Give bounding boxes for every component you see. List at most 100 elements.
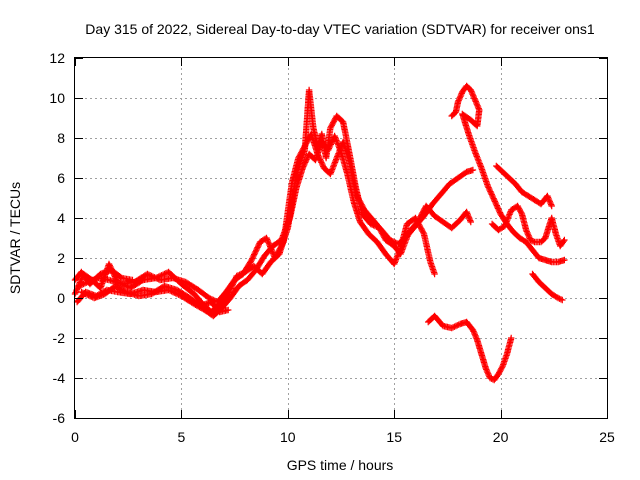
data-point (448, 324, 455, 332)
data-point (498, 364, 506, 371)
y-tick-label: 0 (57, 290, 65, 306)
data-point (487, 189, 495, 197)
data-point (326, 142, 334, 149)
x-tick-label: 5 (178, 429, 186, 445)
data-point (225, 306, 232, 314)
data-point (518, 209, 525, 216)
data-point (486, 374, 494, 382)
y-tick-label: -4 (53, 370, 66, 386)
data-point (494, 205, 502, 212)
series-pass-6 (425, 312, 515, 384)
chart-title: Day 315 of 2022, Sidereal Day-to-day VTE… (85, 21, 595, 37)
data-point (525, 232, 532, 239)
data-point (496, 208, 503, 215)
data-point (559, 296, 566, 304)
data-point (523, 228, 530, 235)
data-point (80, 280, 87, 288)
data-point (251, 251, 258, 258)
data-point (325, 146, 332, 154)
data-point (455, 97, 462, 104)
data-point (303, 156, 310, 163)
data-point (547, 201, 555, 208)
data-point (76, 282, 83, 290)
data-point (389, 238, 396, 245)
data-point (557, 296, 565, 303)
data-point (386, 236, 394, 244)
data-point (548, 202, 555, 210)
x-tick-label: 15 (386, 429, 402, 445)
data-point (486, 187, 493, 194)
data-point (546, 198, 553, 205)
data-point (316, 156, 324, 163)
data-point (431, 270, 438, 278)
data-point (318, 159, 325, 166)
x-axis-label: GPS time / hours (287, 457, 394, 473)
data-point (527, 236, 534, 244)
x-tick-label: 25 (599, 429, 615, 445)
y-tick-label: 4 (57, 210, 65, 226)
data-point (545, 195, 552, 203)
data-point (265, 239, 272, 246)
data-point (105, 260, 113, 268)
data-point (508, 334, 515, 342)
data-point (367, 220, 374, 228)
x-tick-label: 10 (280, 429, 296, 445)
data-point (78, 281, 86, 288)
data-point (302, 159, 309, 166)
data-point (485, 371, 492, 379)
data-point (420, 229, 427, 236)
data-point (253, 247, 260, 254)
data-point (255, 241, 262, 248)
series-pass-4 (78, 282, 232, 316)
plot-frame (74, 57, 608, 419)
y-tick-label: 12 (49, 50, 65, 66)
y-tick-label: 6 (57, 170, 65, 186)
y-tick-label: 8 (57, 130, 65, 146)
data-point (484, 182, 491, 190)
series-pass-10 (529, 270, 566, 304)
data-point (144, 270, 151, 278)
data-points (71, 82, 568, 384)
y-tick-label: 2 (57, 250, 65, 266)
data-point (554, 294, 562, 302)
data-point (489, 194, 497, 201)
data-point (315, 152, 322, 159)
data-point (81, 290, 88, 297)
data-point (560, 238, 567, 245)
y-tick-label: -6 (53, 410, 66, 426)
data-point (251, 249, 259, 257)
series-pass-5 (71, 266, 136, 288)
data-point (470, 93, 477, 101)
axis-ticks: 0 5 10 15 20 25 -6 -4 -2 0 2 4 6 8 10 12 (49, 50, 615, 445)
data-point (469, 166, 477, 174)
data-point (152, 274, 160, 282)
data-point (129, 276, 136, 284)
series-pass-8 (493, 162, 555, 210)
data-point (82, 290, 89, 298)
data-point (391, 238, 398, 246)
data-point (561, 256, 568, 264)
data-point (561, 236, 568, 244)
data-point (467, 218, 474, 226)
x-tick-label: 20 (493, 429, 509, 445)
data-point (248, 256, 255, 264)
data-point (530, 238, 537, 245)
y-axis-label: SDTVAR / TECUs (7, 182, 23, 294)
data-point (148, 272, 155, 280)
series-pass-9 (488, 202, 568, 250)
data-point (279, 240, 286, 247)
x-tick-label: 0 (71, 429, 79, 445)
y-tick-label: -2 (53, 330, 66, 346)
data-point (452, 322, 460, 330)
data-point (492, 201, 500, 208)
grid (75, 58, 607, 418)
data-point (300, 163, 307, 170)
data-point (147, 272, 154, 279)
data-point (78, 288, 85, 296)
data-point (522, 226, 530, 234)
y-tick-label: 10 (49, 90, 65, 106)
data-point (470, 328, 477, 335)
data-point (451, 323, 458, 330)
data-point (151, 274, 158, 281)
